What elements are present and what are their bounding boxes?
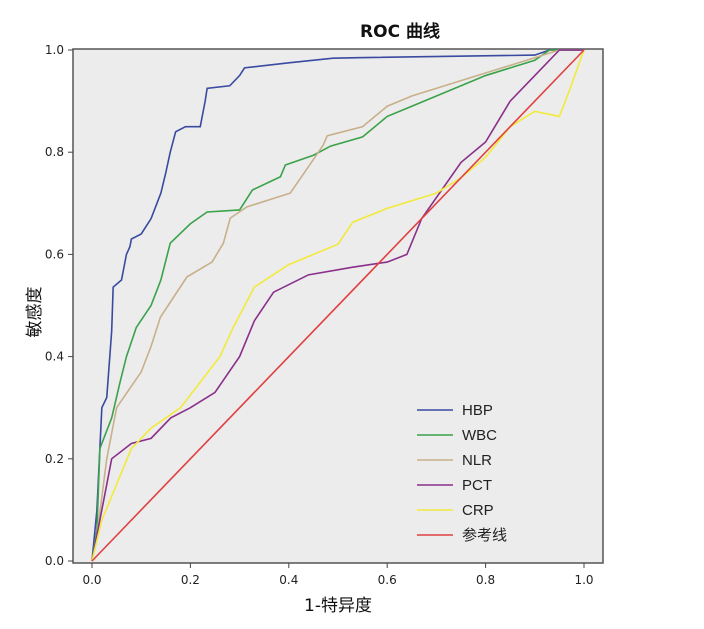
y-tick-label: 0.4: [45, 350, 64, 364]
x-tick-label: 0.2: [181, 573, 200, 587]
legend-label: PCT: [462, 477, 492, 494]
x-tick-label: 0.8: [476, 573, 495, 587]
legend-label: NLR: [462, 452, 492, 469]
x-tick-label: 0.4: [279, 573, 298, 587]
y-tick-label: 0.0: [45, 554, 64, 568]
x-tick-label: 0.6: [378, 573, 397, 587]
legend-label: HBP: [462, 402, 493, 419]
chart-title: ROC 曲线: [360, 21, 440, 42]
series-line-NLR: [91, 49, 584, 562]
series-line-PCT: [91, 49, 584, 562]
y-axis-label: 敏感度: [25, 287, 45, 338]
x-tick-label: 1.0: [574, 573, 593, 587]
series-line-HBP: [91, 49, 584, 562]
series-line-WBC: [91, 49, 584, 562]
y-tick-label: 0.2: [45, 452, 64, 466]
x-axis-label: 1-特异度: [304, 596, 372, 616]
y-tick-label: 0.6: [45, 247, 64, 261]
legend-label: 参考线: [462, 527, 507, 544]
y-tick-label: 0.8: [45, 145, 64, 159]
legend-label: CRP: [462, 502, 494, 519]
y-tick-label: 1.0: [45, 43, 64, 57]
series-line-参考线: [91, 49, 585, 562]
legend-label: WBC: [462, 427, 497, 444]
x-tick-label: 0.0: [82, 573, 101, 587]
series-line-CRP: [91, 49, 585, 562]
